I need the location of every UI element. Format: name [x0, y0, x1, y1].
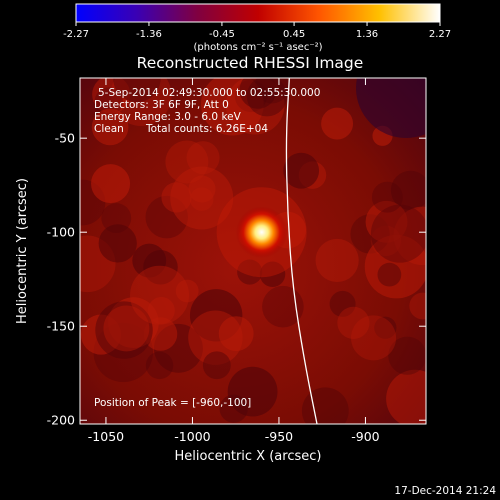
colorbar-label: (photons cm⁻² s⁻¹ asec⁻²)	[193, 42, 322, 53]
x-tick-label: -950	[265, 429, 293, 444]
texture-blob	[101, 203, 132, 234]
colorbar-tick-label: -1.36	[136, 29, 162, 40]
texture-blob	[143, 317, 178, 351]
texture-blob	[95, 301, 153, 359]
solar-limb-line	[285, 78, 318, 424]
texture-blob	[227, 366, 278, 417]
colorbar-gradient	[75, 3, 441, 23]
texture-blob	[315, 238, 359, 283]
colorbar-tick-label: -0.45	[209, 29, 235, 40]
footer-date: 17-Dec-2014 21:24	[394, 485, 496, 497]
texture-blob	[409, 292, 426, 320]
heatmap-texture	[80, 78, 426, 424]
y-tick-label: -50	[55, 131, 75, 146]
texture-blob	[365, 200, 408, 243]
texture-blob	[386, 369, 426, 424]
texture-blob	[175, 279, 199, 303]
texture-blob	[364, 234, 426, 299]
texture-blob	[113, 78, 161, 103]
texture-blob	[103, 305, 150, 352]
colorbar: -2.27 -1.36 -0.45 0.45 1.36 2.27 (photons cm⁻…	[63, 3, 451, 53]
texture-blob	[80, 314, 122, 355]
annotation-total-counts: Total counts: 6.26E+04	[145, 123, 268, 135]
texture-blob	[91, 108, 129, 146]
colorbar-tick-label: 0.45	[283, 29, 305, 40]
heatmap-image	[80, 78, 426, 424]
y-tick-label: -100	[47, 225, 75, 240]
texture-blob	[390, 170, 426, 211]
texture-blob	[246, 78, 288, 117]
texture-blob	[259, 261, 286, 287]
y-tick-label: -200	[47, 413, 75, 428]
texture-blob	[188, 310, 243, 365]
colorbar-tick-label: 1.36	[356, 29, 378, 40]
texture-blob	[130, 265, 190, 325]
texture-blob	[301, 387, 349, 424]
texture-blob	[350, 315, 397, 361]
texture-blob	[91, 164, 131, 204]
texture-blob	[388, 336, 426, 375]
texture-blob	[377, 262, 402, 287]
annotation-detectors: Detectors: 3F 6F 9F, Att 0	[94, 99, 229, 111]
peak-source	[235, 206, 288, 259]
texture-blob	[145, 351, 174, 380]
texture-blob	[170, 166, 234, 230]
annotation-time-range: 5-Sep-2014 02:49:30.000 to 02:55:30.000	[98, 87, 320, 99]
texture-blob	[329, 290, 356, 317]
annotation-peak-position: Position of Peak = [-960,-100]	[94, 397, 251, 409]
texture-blob	[262, 285, 304, 328]
texture-blob	[92, 78, 131, 114]
y-tick-label: -150	[47, 319, 75, 334]
colorbar-ticks: -2.27 -1.36 -0.45 0.45 1.36 2.27	[63, 22, 451, 40]
texture-blob	[132, 243, 167, 278]
texture-blob	[356, 78, 426, 138]
texture-blob	[94, 87, 123, 116]
texture-blob	[186, 141, 220, 175]
texture-blob	[153, 323, 203, 373]
texture-blob	[371, 181, 403, 213]
texture-blob	[321, 107, 354, 140]
texture-blob	[218, 316, 254, 352]
annotation-energy: Energy Range: 3.0 - 6.0 keV	[94, 111, 242, 123]
colorbar-tick-label: -2.27	[63, 29, 89, 40]
texture-blob	[239, 78, 277, 109]
x-axis-label: Heliocentric X (arcsec)	[175, 449, 322, 464]
colorbar-tick-label: 2.27	[429, 29, 451, 40]
texture-blob	[165, 140, 209, 184]
texture-blob	[374, 316, 397, 339]
texture-blob	[98, 224, 137, 263]
x-tick-label: -900	[351, 429, 379, 444]
y-axis-ticks: -50 -100 -150 -200	[47, 131, 426, 428]
x-axis-ticks: -1050 -1000 -950 -900	[88, 78, 380, 444]
texture-blob	[337, 306, 370, 339]
y-axis-label: Heliocentric Y (arcsec)	[15, 178, 30, 324]
texture-blob	[237, 259, 263, 285]
annotation-clean: Clean	[94, 123, 124, 135]
chart-title: Reconstructed RHESSI Image	[137, 54, 364, 72]
texture-blob	[202, 351, 231, 380]
plot-frame	[79, 77, 427, 425]
texture-blob	[283, 152, 320, 189]
texture-blob	[370, 204, 426, 263]
x-tick-label: -1050	[88, 429, 124, 444]
x-tick-label: -1000	[174, 429, 210, 444]
